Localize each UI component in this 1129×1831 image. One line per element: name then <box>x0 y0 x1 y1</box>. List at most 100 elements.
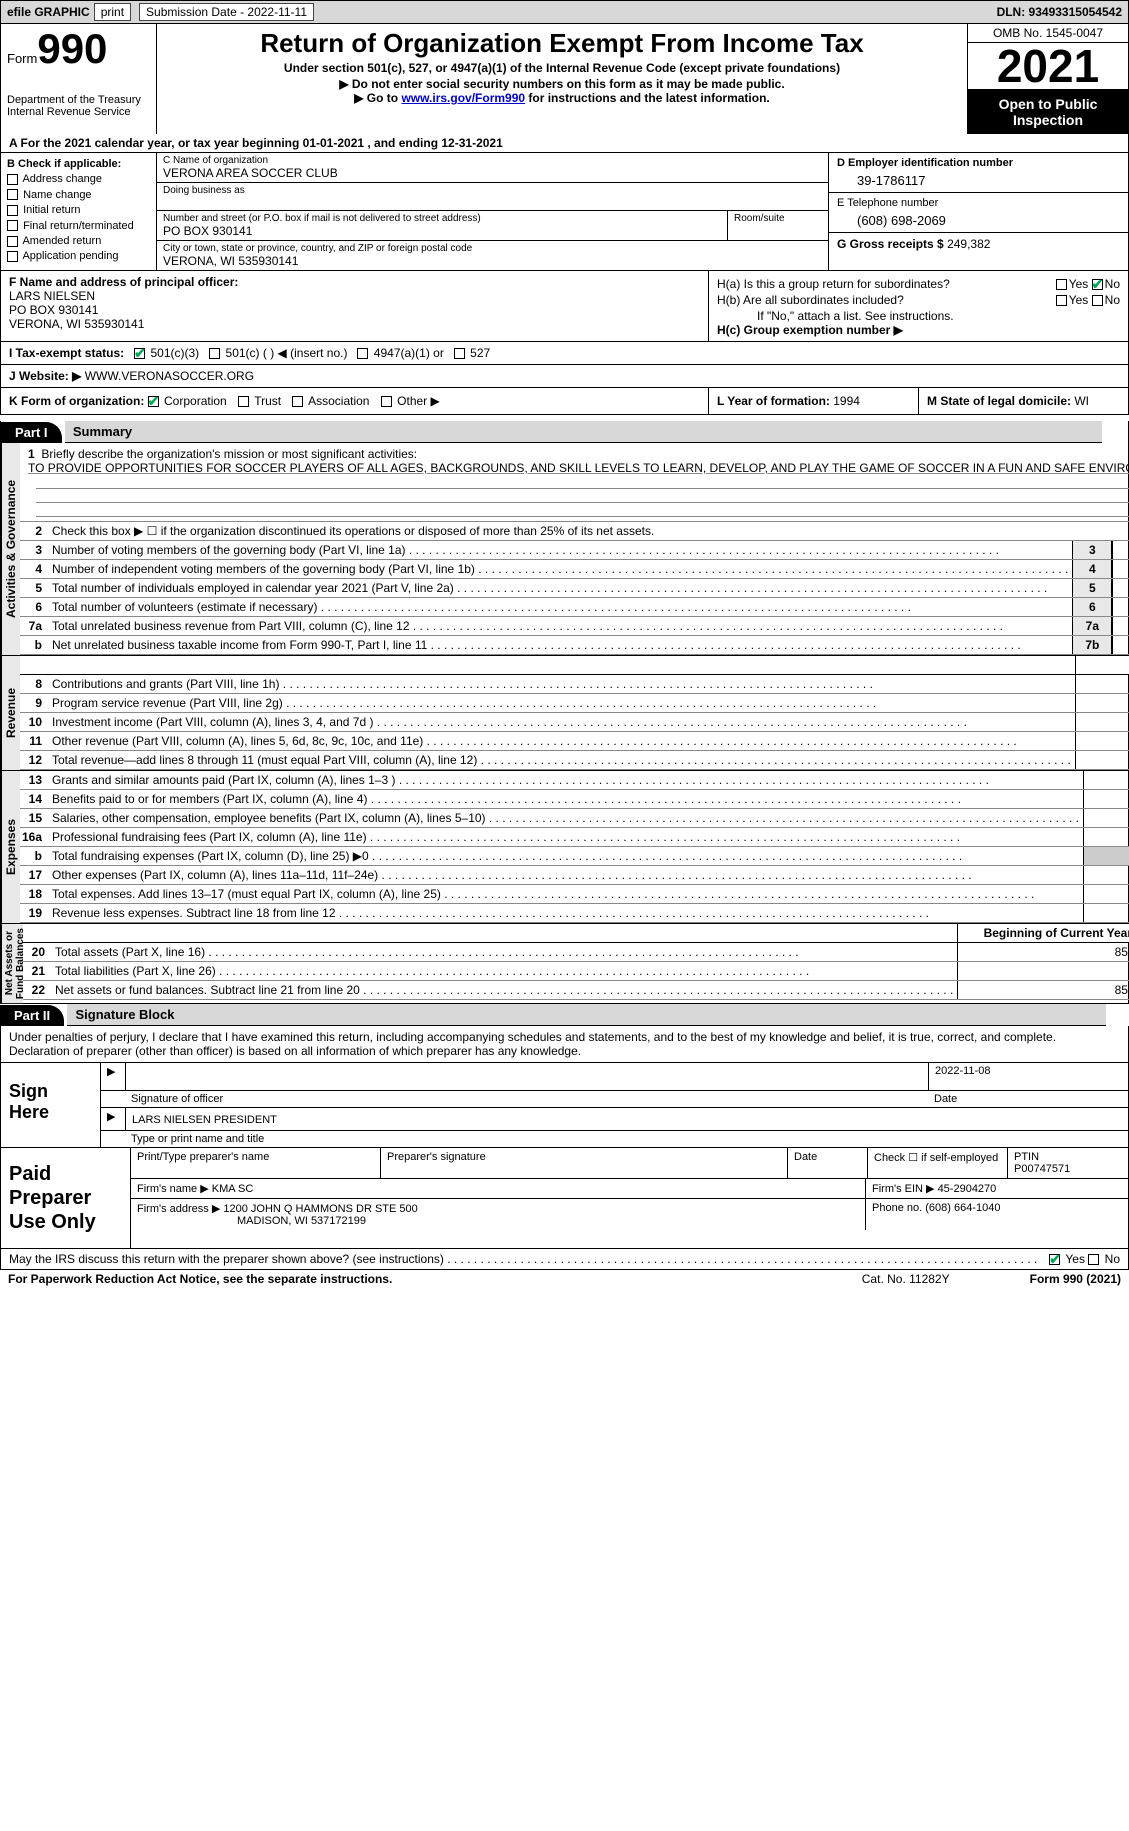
paperwork-notice: For Paperwork Reduction Act Notice, see … <box>8 1272 392 1286</box>
summary-line: 11Other revenue (Part VIII, column (A), … <box>20 732 1129 751</box>
efile-label: efile GRAPHIC <box>7 5 90 19</box>
g-label: G Gross receipts $ <box>837 237 944 251</box>
ha-no[interactable] <box>1092 279 1103 290</box>
check-address-change[interactable]: Address change <box>7 172 150 187</box>
check-initial-return[interactable]: Initial return <box>7 203 150 218</box>
summary-line: 14Benefits paid to or for members (Part … <box>20 790 1129 809</box>
paid-preparer: Paid Preparer Use Only Print/Type prepar… <box>0 1148 1129 1249</box>
hb-no[interactable] <box>1092 295 1103 306</box>
may-yes[interactable] <box>1049 1254 1060 1265</box>
sign-here: Sign Here <box>1 1063 101 1147</box>
phone: (608) 664-1040 <box>925 1202 1000 1214</box>
tax-year-row: A For the 2021 calendar year, or tax yea… <box>0 134 1129 153</box>
m-label: M State of legal domicile: <box>927 394 1074 408</box>
col-begin: Beginning of Current Year <box>957 924 1129 942</box>
e-label: E Telephone number <box>837 197 1120 209</box>
instruction-2: Go to www.irs.gov/Form990 for instructio… <box>163 91 961 105</box>
part2-label: Part II <box>0 1005 64 1026</box>
revenue: Revenue Prior YearCurrent Year 8Contribu… <box>1 655 1128 770</box>
line-2: Check this box ▶ ☐ if the organization d… <box>48 522 1129 540</box>
city: VERONA, WI 535930141 <box>163 254 822 268</box>
col-prior: Prior Year <box>1075 656 1129 674</box>
form-number: 990 <box>37 25 107 72</box>
row-j: J Website: ▶ WWW.VERONASOCCER.ORG <box>0 365 1129 388</box>
mission-label: Briefly describe the organization's miss… <box>41 447 417 461</box>
date-label: Date <box>934 1093 957 1105</box>
check-amended[interactable]: Amended return <box>7 234 150 249</box>
street-label: Number and street (or P.O. box if mail i… <box>163 213 721 224</box>
i-label: I Tax-exempt status: <box>9 346 124 360</box>
name-title-label: Type or print name and title <box>125 1131 1128 1147</box>
form-label: Form <box>7 51 37 66</box>
hb-note: If "No," attach a list. See instructions… <box>717 309 1120 323</box>
firm-name: KMA SC <box>212 1183 254 1195</box>
part-1: Part I Summary Activities & Governance 1… <box>0 421 1129 1004</box>
ptin-label: PTIN <box>1014 1151 1039 1163</box>
state-domicile: WI <box>1074 394 1089 408</box>
col-c: C Name of organization VERONA AREA SOCCE… <box>157 153 828 270</box>
mission-text: TO PROVIDE OPPORTUNITIES FOR SOCCER PLAY… <box>28 461 1129 475</box>
hb-yes[interactable] <box>1056 295 1067 306</box>
hb-label: H(b) Are all subordinates included? <box>717 293 1056 307</box>
f-label: F Name and address of principal officer: <box>9 275 700 289</box>
ha-yes[interactable] <box>1056 279 1067 290</box>
i-501c3[interactable] <box>134 348 145 359</box>
i-4947[interactable] <box>357 348 368 359</box>
j-label: J Website: ▶ <box>9 369 81 383</box>
ha-label: H(a) Is this a group return for subordin… <box>717 277 1056 291</box>
summary-line: 7aTotal unrelated business revenue from … <box>20 617 1129 636</box>
k-other[interactable] <box>381 396 392 407</box>
summary-line: 9Program service revenue (Part VIII, lin… <box>20 694 1129 713</box>
col-deg: D Employer identification number 39-1786… <box>828 153 1128 270</box>
instruction-1: Do not enter social security numbers on … <box>163 77 961 91</box>
k-trust[interactable] <box>238 396 249 407</box>
summary-line: 10Investment income (Part VIII, column (… <box>20 713 1129 732</box>
row-klm: K Form of organization: Corporation Trus… <box>0 388 1129 415</box>
summary-line: bNet unrelated business taxable income f… <box>20 636 1129 655</box>
gross-receipts: 249,382 <box>947 237 990 251</box>
street: PO BOX 930141 <box>163 224 721 238</box>
firm-addr2: MADISON, WI 537172199 <box>137 1215 366 1227</box>
summary-line: 13Grants and similar amounts paid (Part … <box>20 771 1129 790</box>
officer-city: VERONA, WI 535930141 <box>9 317 700 331</box>
form-subtitle: Under section 501(c), 527, or 4947(a)(1)… <box>163 61 961 75</box>
ein: 39-1786117 <box>837 169 1120 188</box>
check-self[interactable]: Check ☐ if self-employed <box>868 1148 1008 1178</box>
irs-link[interactable]: www.irs.gov/Form990 <box>401 91 525 105</box>
topbar: efile GRAPHIC print Submission Date - 20… <box>0 0 1129 24</box>
form-title: Return of Organization Exempt From Incom… <box>163 28 961 59</box>
d-label: D Employer identification number <box>837 157 1120 169</box>
part1-label: Part I <box>1 422 62 443</box>
check-application-pending[interactable]: Application pending <box>7 249 150 264</box>
l-label: L Year of formation: <box>717 394 833 408</box>
hc-label: H(c) Group exemption number ▶ <box>717 323 1120 337</box>
prep-sig-label: Preparer's signature <box>381 1148 788 1178</box>
summary-line: 8Contributions and grants (Part VIII, li… <box>20 675 1129 694</box>
submission-date[interactable]: Submission Date - 2022-11-11 <box>139 3 314 21</box>
row-i: I Tax-exempt status: 501(c)(3) 501(c) ( … <box>0 342 1129 365</box>
org-name: VERONA AREA SOCCER CLUB <box>163 166 822 180</box>
vtab-exp: Expenses <box>1 771 20 923</box>
footer: For Paperwork Reduction Act Notice, see … <box>0 1270 1129 1288</box>
i-527[interactable] <box>454 348 465 359</box>
summary-line: 21Total liabilities (Part X, line 26)00 <box>23 962 1129 981</box>
print-button[interactable]: print <box>94 3 131 21</box>
summary-line: 16aProfessional fundraising fees (Part I… <box>20 828 1129 847</box>
k-assoc[interactable] <box>292 396 303 407</box>
check-name-change[interactable]: Name change <box>7 188 150 203</box>
k-corp[interactable] <box>148 396 159 407</box>
declaration: Under penalties of perjury, I declare th… <box>1 1026 1128 1063</box>
col-f: F Name and address of principal officer:… <box>1 271 708 341</box>
part1-title: Summary <box>65 421 1102 443</box>
firm-ein-label: Firm's EIN ▶ <box>872 1183 935 1195</box>
dept-treasury: Department of the Treasury Internal Reve… <box>7 94 150 118</box>
may-no[interactable] <box>1088 1254 1099 1265</box>
section-fh: F Name and address of principal officer:… <box>0 271 1129 342</box>
i-501c[interactable] <box>209 348 220 359</box>
year-formation: 1994 <box>833 394 860 408</box>
firm-addr-label: Firm's address ▶ <box>137 1203 220 1215</box>
col-h: H(a) Is this a group return for subordin… <box>708 271 1128 341</box>
firm-name-label: Firm's name ▶ <box>137 1183 209 1195</box>
check-final-return[interactable]: Final return/terminated <box>7 219 150 234</box>
open-to-public: Open to PublicInspection <box>968 90 1128 134</box>
